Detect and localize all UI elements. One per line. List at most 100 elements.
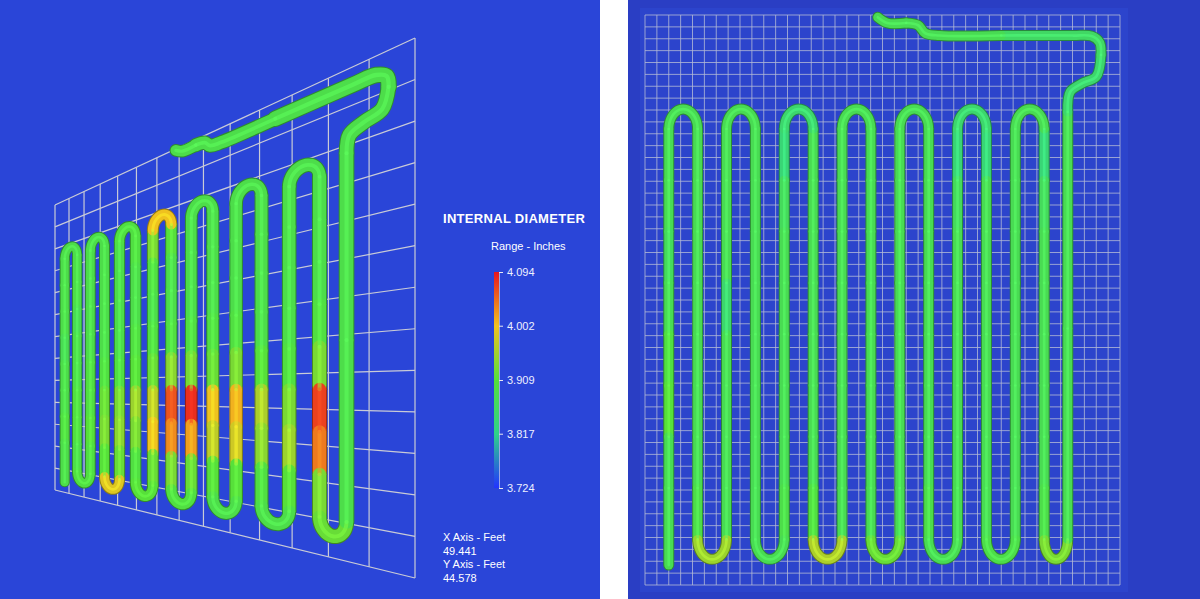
pipe-segment-outline [206, 425, 219, 461]
pipe-segment-outline [1015, 109, 1044, 129]
pipe-segment-outline [1010, 180, 1021, 231]
pipe-segment [115, 271, 124, 301]
pipe-segment [100, 246, 109, 275]
pipe-segment [895, 437, 904, 488]
pipe-segment [1040, 283, 1049, 334]
grid-line [136, 167, 137, 510]
pipe-segment-highlight [211, 247, 214, 283]
pipe-segment [722, 334, 731, 385]
pipe-segment-outline [147, 326, 159, 358]
pipe-segment-outline [282, 268, 297, 309]
pipe-segment-outline [837, 180, 848, 231]
pipe-segment [100, 275, 109, 304]
pipe-segment-highlight [878, 17, 907, 23]
pipe-segment [166, 225, 176, 258]
pipe-segment-highlight [190, 218, 193, 252]
pipe-segment [230, 464, 242, 501]
pipe-segment-outline [808, 129, 819, 180]
pipe-segment-outline [923, 386, 934, 437]
pipe-segment-outline [165, 258, 177, 291]
pipe-segment-highlight [871, 539, 900, 559]
pipe-segment-outline [147, 358, 159, 390]
pipe-segment-outline [60, 285, 70, 311]
pipe-segment-outline [894, 386, 905, 437]
pipe-segment-highlight [1043, 334, 1046, 385]
pipe-segment [895, 334, 904, 385]
pipe-segment-highlight [812, 334, 815, 385]
pipe-segment-outline [692, 129, 703, 180]
pipe-segment-highlight [260, 234, 264, 273]
pipe-segment [982, 386, 991, 437]
pipe-segment-outline [663, 488, 674, 565]
pipe-segment-outline [1039, 488, 1050, 539]
pipe-segment [722, 180, 731, 231]
pipe-segment [722, 232, 731, 283]
pipe-segment-highlight [841, 232, 844, 283]
pipe-segment-outline [165, 357, 177, 390]
pipe-segment-highlight [260, 428, 264, 467]
pipe-segment-highlight [1001, 35, 1101, 55]
pipe-segment-highlight [103, 332, 106, 361]
pipe-segment-outline [721, 334, 732, 385]
pipe-segment-outline [1039, 283, 1050, 334]
pipe-segment-highlight [103, 448, 106, 477]
pipe-segment [895, 180, 904, 231]
pipe-segment-outline [1039, 437, 1050, 488]
pipe-segment-outline [663, 437, 674, 488]
pipe-segment-highlight [63, 338, 65, 364]
pipe-segment-outline [165, 390, 177, 423]
pipe-segment [871, 539, 900, 559]
pipe-segment-outline [727, 109, 756, 129]
pipe-segment-outline [1039, 129, 1050, 180]
pipe-segment [230, 278, 242, 315]
pipe-segment [283, 187, 296, 228]
pipe-segment-highlight [956, 283, 959, 334]
pipe-segment-outline [808, 232, 819, 283]
y-extent: 44.578 [443, 572, 477, 584]
pipe-segment-highlight [211, 318, 214, 354]
pipe-segment-highlight [275, 75, 388, 119]
pipe-segment-highlight [151, 422, 154, 454]
pipe-outline-layer [669, 17, 1101, 565]
colorbar-tick: 3.817 [499, 428, 535, 440]
pipe-segment [693, 488, 702, 539]
pipe-segment [1011, 180, 1020, 231]
pipe-segment [207, 354, 218, 390]
pipe-segment [982, 283, 991, 334]
pipe-segment-outline [339, 340, 355, 522]
pipe-segment-outline [865, 283, 876, 334]
pipe-segment-outline [981, 386, 992, 437]
pipe-segment-highlight [1014, 232, 1017, 283]
pipe-segment [186, 390, 197, 424]
pipe-segment-highlight [190, 287, 193, 321]
pipe-segment [982, 437, 991, 488]
pipe-segment [61, 311, 69, 337]
pipe-segment-highlight [134, 328, 137, 359]
pipe-segment-highlight [956, 180, 959, 231]
grid-line [328, 78, 329, 557]
pipe-segment-highlight [927, 129, 930, 180]
pipe-segment [1011, 488, 1020, 539]
pipe-segment-highlight [118, 271, 121, 301]
pipe-segment-highlight [929, 539, 958, 559]
pipe-segment-highlight [89, 390, 92, 418]
pipe-segment-highlight [812, 180, 815, 231]
pipe-segment [131, 359, 141, 390]
pipe-segment-outline [808, 283, 819, 334]
pipe-segment [186, 287, 197, 321]
pipe-segment-outline [254, 390, 268, 429]
pipe-segment [86, 251, 95, 279]
pipe-segment [186, 424, 197, 458]
pipe-segment-highlight [841, 180, 844, 231]
pipe-segment-outline [923, 437, 934, 488]
pipe-segment [236, 184, 261, 203]
pipe-segment-outline [721, 437, 732, 488]
pipe-segment-highlight [667, 180, 670, 231]
pipe-segment [1040, 129, 1049, 180]
pipe-segment [895, 283, 904, 334]
pipe-segment-highlight [927, 232, 930, 283]
pipe-segment-highlight [667, 129, 670, 180]
pipe-segment [115, 390, 124, 420]
pipe-segment [780, 386, 789, 437]
pipe-segment-highlight [76, 282, 79, 309]
